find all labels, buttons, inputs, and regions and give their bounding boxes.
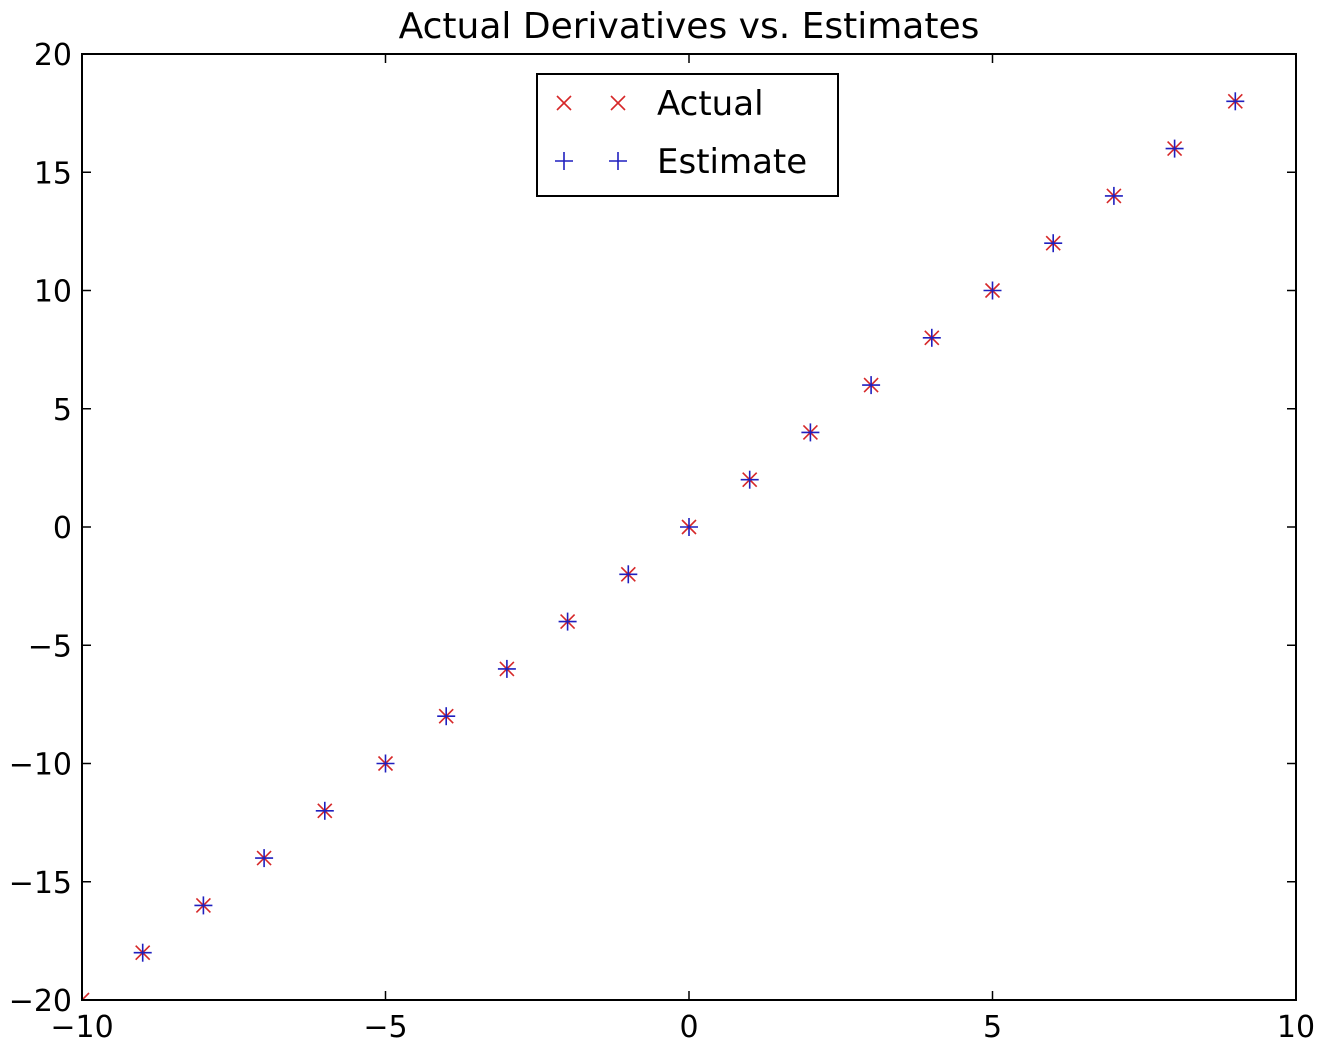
chart-title: Actual Derivatives vs. Estimates — [399, 6, 980, 47]
legend-marker — [610, 95, 626, 111]
legend-item-estimate: Estimate — [555, 142, 807, 182]
legend-item-actual: Actual — [556, 84, 764, 124]
marker-stroke — [610, 95, 626, 111]
data-point-estimate — [983, 281, 1002, 300]
marker-stroke — [556, 95, 572, 111]
data-point-estimate — [194, 896, 213, 915]
x-tick-label: −5 — [363, 1010, 407, 1038]
legend-label: Actual — [657, 84, 764, 124]
legend-label: Estimate — [657, 142, 807, 182]
data-point-estimate — [1226, 92, 1245, 111]
data-point-estimate — [801, 423, 820, 442]
y-tick-label: 0 — [53, 511, 72, 546]
data-point-estimate — [922, 328, 941, 347]
data-point-estimate — [133, 943, 152, 962]
legend-box — [536, 73, 839, 197]
x-tick-label: 0 — [679, 1010, 698, 1038]
data-point-estimate — [862, 376, 881, 395]
series-actual — [82, 93, 1243, 1000]
legend-marker — [555, 152, 573, 170]
chart-axes: −10 −5 0 5 10 −20 −15 −10 −5 0 5 10 15 20 — [9, 38, 1315, 1042]
data-point-estimate — [740, 470, 759, 489]
data-point-estimate — [558, 612, 577, 631]
y-tick-label: −5 — [28, 629, 72, 664]
data-point-estimate — [497, 659, 516, 678]
y-tick-label: 5 — [53, 393, 72, 428]
y-tick-label: −20 — [9, 984, 72, 1019]
x-tick-label: 5 — [983, 1010, 1002, 1038]
data-point-estimate — [1044, 234, 1063, 253]
series-estimate — [82, 92, 1245, 1000]
y-tick-label: −10 — [9, 748, 72, 783]
data-point-estimate — [437, 707, 456, 726]
data-point-estimate — [680, 518, 698, 536]
marker-stroke — [82, 992, 90, 1000]
y-tick-label: 15 — [34, 156, 72, 191]
legend-marker — [556, 95, 572, 111]
data-point-estimate — [619, 565, 638, 584]
y-tick-label: −15 — [9, 866, 72, 901]
data-point-estimate — [1104, 186, 1123, 205]
data-point-estimate — [1165, 139, 1184, 158]
legend-marker — [609, 152, 627, 170]
data-point-estimate — [255, 849, 274, 868]
data-point-actual — [82, 992, 90, 1000]
data-point-estimate — [315, 801, 334, 820]
y-tick-label: 20 — [34, 38, 72, 73]
x-tick-label: −10 — [50, 1010, 113, 1038]
chart-legend: Actual Estimate — [536, 73, 839, 197]
y-tick-label: 10 — [34, 275, 72, 310]
chart-marks — [82, 92, 1245, 1000]
x-tick-label: 10 — [1277, 1010, 1315, 1038]
data-point-estimate — [376, 754, 395, 773]
